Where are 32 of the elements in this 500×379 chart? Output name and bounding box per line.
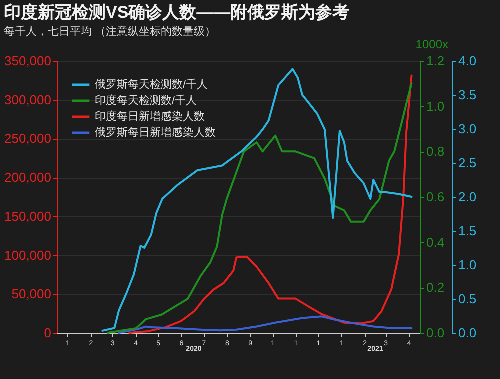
y3-tick-label: 0.0	[458, 326, 477, 340]
y-tick-label: 250,000	[4, 131, 52, 146]
y3-tick-label: 3.5	[458, 88, 477, 102]
y2-tick-label: 0.4	[426, 234, 445, 250]
legend-label: 俄罗斯每日新增感染人数	[95, 126, 216, 139]
y3-tick-label: 2.5	[458, 156, 477, 170]
y-tick-label: 200,000	[4, 170, 52, 186]
line-series	[118, 316, 413, 334]
y-tick-label: 150,000	[4, 208, 52, 224]
y2-tick-label: 0.8	[426, 144, 445, 160]
y3-tick-label: 1.0	[458, 258, 477, 272]
y3-tick-label: 4.0	[458, 54, 477, 68]
y-tick-label: 300,000	[4, 92, 52, 108]
y-tick-label: 0	[44, 326, 52, 340]
chart-title: 印度新冠检测VS确诊人数——附俄罗斯为参考	[4, 3, 350, 22]
y3-tick-label: 2.0	[458, 190, 477, 204]
y2-tick-label: 1.2	[426, 54, 445, 68]
y2-tick-label: 1.0	[426, 98, 445, 114]
y2-tick-label: 0.6	[426, 190, 445, 204]
y-tick-label: 100,000	[4, 248, 52, 263]
y3-tick-label: 0.5	[458, 292, 477, 306]
y3-tick-label: 3.0	[458, 122, 477, 136]
y-tick-label: 50,000	[12, 286, 52, 302]
y2-tick-label: 0.2	[426, 280, 445, 296]
y2-axis-title: 1000x	[416, 38, 448, 52]
y-tick-label: 350,000	[4, 54, 52, 68]
y3-tick-label: 1.5	[458, 224, 477, 238]
legend-label: 俄罗斯每天检测数/千人	[95, 78, 208, 91]
y2-tick-label: 0.0	[426, 326, 445, 340]
legend-label: 印度每日新增感染人数	[95, 110, 205, 123]
chart-subtitle: 每千人，七日平均 （注意纵坐标的数量级）	[4, 25, 216, 38]
legend-label: 印度每天检测数/千人	[95, 94, 198, 107]
